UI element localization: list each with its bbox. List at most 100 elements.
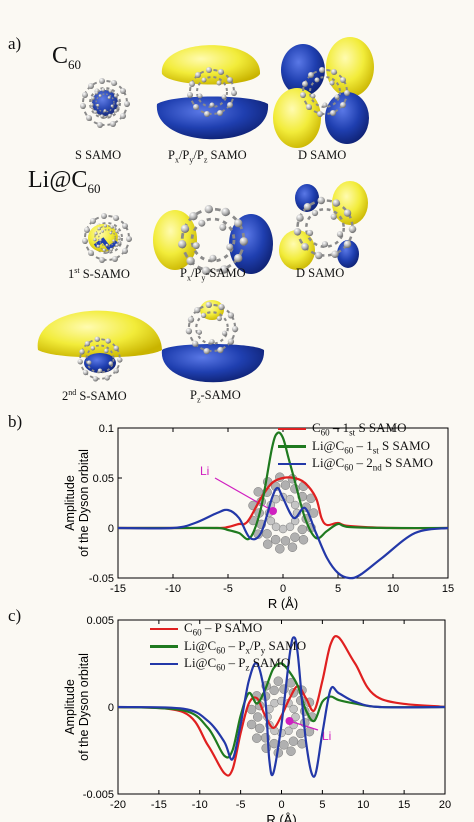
- panel-a-letter: a): [8, 34, 22, 53]
- caption-pxpy-samo: Px/Py-SAMO: [180, 266, 246, 283]
- chart-c-legend-swatch: [150, 627, 178, 631]
- chart-c-legend-label: Li@C60 – Px/Py SAMO: [184, 637, 307, 656]
- caption-second-s-samo: 2nd S-SAMO: [62, 388, 127, 404]
- chart-c-carbon-atom: [246, 719, 257, 730]
- chart-c-legend-swatch: [150, 645, 178, 648]
- chart-b-carbon-atom: [270, 534, 281, 545]
- chart-c-x-tick-label: -15: [151, 799, 167, 811]
- chart-c-carbon-atom-inner: [289, 704, 298, 714]
- caption-first-s-samo: 1st S-SAMO: [68, 266, 130, 282]
- chart-b-y-axis-label-2: of the Dyson orbital: [77, 449, 91, 557]
- panel-b-letter: b): [8, 412, 23, 431]
- chart-c-carbon-atom-inner: [291, 712, 300, 722]
- chart-b-x-tick-label: -5: [223, 583, 233, 595]
- chart-c-y-tick-label: 0: [108, 702, 114, 714]
- chart-b-carbon-atom: [298, 535, 309, 545]
- chart-b-carbon-atom: [297, 524, 308, 535]
- chart-c-y-axis-label-2: of the Dyson orbital: [77, 653, 91, 761]
- chart-c-x-axis-label: R (Å): [266, 812, 296, 822]
- chart-b-series-line-2: [117, 486, 449, 580]
- chart-c-carbon-atom: [273, 676, 284, 686]
- chart-c-x-tick-label: 10: [357, 799, 369, 811]
- legend-c: C60 – P SAMO Li@C60 – Px/Py SAMO Li@C60 – …: [150, 620, 306, 673]
- c60-heading-sub: 60: [68, 56, 82, 72]
- chart-b-x-tick-label: -10: [165, 583, 181, 595]
- c60-heading: C60: [52, 44, 81, 71]
- chart-c-series-line-2: [117, 636, 446, 778]
- chart-b-carbon-atom-inner: [266, 516, 276, 526]
- chart-c-series-line-1: [117, 662, 446, 759]
- chart-c-series-line-0: [117, 635, 446, 777]
- chart-b-legend-item-1: Li@C60 – 1st S SAMO: [278, 438, 433, 455]
- chart-b-legend-swatch: [278, 462, 306, 466]
- chart-b-carbon-atom-inner: [285, 522, 295, 532]
- li-pz-samo-orbital: [161, 300, 265, 383]
- chart-b-x-tick-label: 0: [280, 583, 286, 595]
- chart-b-carbon-atom-inner: [285, 494, 295, 504]
- chart-c-legend-item-2: Li@C60 – Pz SAMO: [150, 655, 306, 673]
- chart-b-carbon-atom: [280, 536, 291, 546]
- chart-c-carbon-atom: [269, 685, 279, 696]
- chart-c-carbon-atom: [252, 712, 263, 722]
- caption-d-samo-2: D SAMO: [296, 266, 345, 280]
- chart-b-x-tick-label: 10: [387, 583, 399, 595]
- chart-c-x-tick-label: -5: [236, 799, 246, 811]
- chart-c-legend-label: C60 – P SAMO: [184, 620, 263, 638]
- chart-c-carbon-atom: [286, 746, 296, 756]
- chart-b-legend-label: Li@C60 – 2nd S SAMO: [312, 455, 433, 473]
- chart-c-x-tick-label: -10: [192, 799, 208, 811]
- chart-c-x-tick-label: 15: [398, 799, 410, 811]
- li-pxpy-samo-orbital: [153, 203, 273, 277]
- chart-b-legend-item-0: C60 – 1st S SAMO: [278, 420, 433, 438]
- chart-b-carbon-atom: [290, 532, 300, 542]
- c60-d-samo-orbital: [273, 37, 374, 148]
- chart-c-carbon-atom-inner: [284, 726, 293, 736]
- c60-s-samo-orbital: [79, 77, 131, 129]
- chart-b-carbon-atom: [287, 542, 298, 552]
- c60-p-samo-orbital: [156, 45, 269, 140]
- chart-b-carbon-atom-inner: [271, 522, 281, 532]
- chart-b-legend-swatch: [278, 427, 306, 431]
- chart-c-x-tick-label: 0: [278, 799, 284, 811]
- chart-b-x-axis-label: R (Å): [268, 596, 298, 610]
- chart-b-y-axis-label-1: Amplitude: [63, 475, 77, 531]
- chart-b-y-tick-label: 0.05: [93, 473, 114, 485]
- chart-c-x-tick-label: -20: [110, 799, 126, 811]
- chart-b-series-line-1: [117, 431, 449, 541]
- chart-b-carbon-atom: [262, 539, 273, 549]
- li-c60-heading-sub: 60: [87, 180, 101, 196]
- li-d-samo-orbital: [279, 181, 368, 270]
- chart-c: -20 -15 -10 -5 0 5 10 15 20 -0.005 0 0.005 R (Å) Ampl…: [63, 615, 451, 822]
- chart-c-legend-item-1: Li@C60 – Px/Py SAMO: [150, 637, 307, 656]
- orbital-images: [37, 37, 374, 383]
- li-second-s-samo-orbital: [37, 310, 162, 383]
- chart-c-carbon-atom-inner: [270, 698, 279, 708]
- caption-d-samo-1: D SAMO: [298, 148, 347, 162]
- chart-c-carbon-atom: [288, 736, 299, 746]
- caption-p-samo: Px/Py/Pz SAMO: [168, 148, 247, 165]
- chart-b-carbon-atom: [280, 480, 291, 490]
- chart-c-legend-item-0: C60 – P SAMO: [150, 620, 306, 638]
- chart-c-x-tick-label: 5: [319, 799, 325, 811]
- chart-b-y-tick-label: 0.1: [99, 423, 114, 435]
- chart-b-li-label: Li: [200, 464, 209, 478]
- chart-b-carbon-atom-inner: [290, 500, 300, 510]
- chart-c-carbon-atom: [251, 733, 262, 743]
- chart-b-x-tick-label: 15: [442, 583, 454, 595]
- chart-c-carbon-atom: [279, 684, 289, 694]
- chart-c-legend-label: Li@C60 – Pz SAMO: [184, 655, 291, 673]
- caption-s-samo: S SAMO: [75, 148, 122, 162]
- chart-c-y-tick-label: 0.005: [86, 615, 114, 627]
- chart-b-li-pointer: [214, 477, 274, 512]
- chart-b-x-tick-label: -15: [110, 583, 126, 595]
- chart-b-y-tick-label: 0: [108, 523, 114, 535]
- chart-b-x-tick-label: 5: [335, 583, 341, 595]
- chart-c-carbon-atom: [279, 740, 289, 750]
- chart-c-li-label: Li: [322, 729, 331, 743]
- chart-c-y-axis-label-1: Amplitude: [63, 679, 77, 735]
- chart-b-carbon-atom: [253, 487, 263, 497]
- legend-b: C60 – 1st S SAMO Li@C60 – 1st S SAMO Li@C6…: [278, 420, 433, 473]
- chart-b-carbon-atom: [262, 529, 272, 539]
- panel-c-letter: c): [8, 606, 22, 625]
- chart-b-y-tick-label: -0.05: [89, 573, 114, 585]
